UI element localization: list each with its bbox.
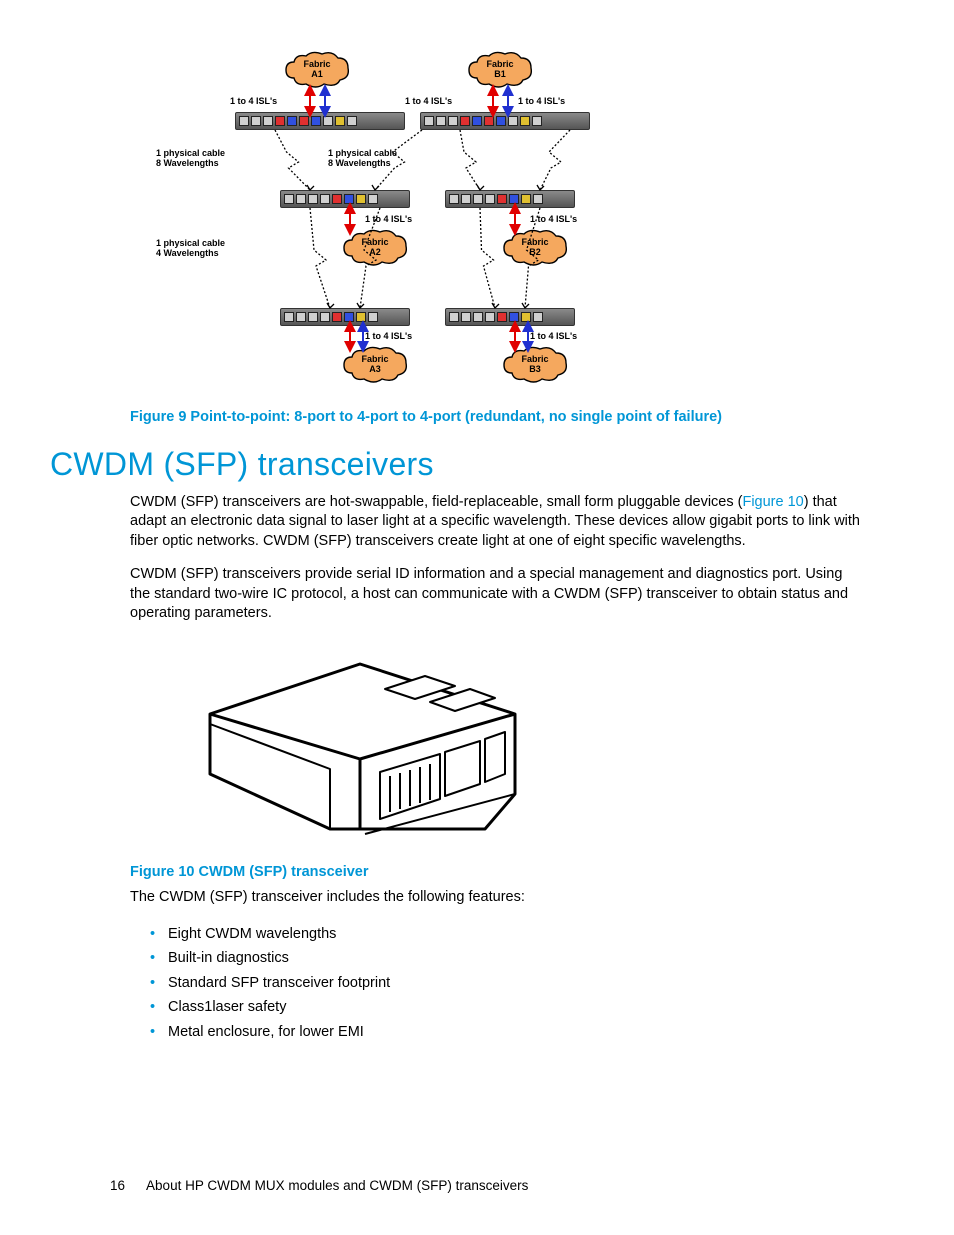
fabric-cloud: FabricA3 [340,345,410,385]
diagram-label: 1 to 4 ISL's [530,331,577,341]
list-item: Metal enclosure, for lower EMI [150,1020,864,1045]
figure10-illustration [185,654,545,854]
diagram-label: 1 physical cable8 Wavelengths [328,148,397,169]
fabric-cloud: FabricA1 [282,50,352,90]
page-number: 16 [110,1178,125,1193]
paragraph-2: CWDM (SFP) transceivers provide serial I… [130,565,864,624]
footer-title: About HP CWDM MUX modules and CWDM (SFP)… [146,1178,528,1193]
list-item: Eight CWDM wavelengths [150,922,864,947]
diagram-label: 1 to 4 ISL's [365,331,412,341]
diagram-label: 1 to 4 ISL's [230,96,277,106]
diagram-label: 1 physical cable4 Wavelengths [156,238,225,259]
switch-device [420,112,590,130]
list-item: Built-in diagnostics [150,946,864,971]
diagram-label: 1 physical cable8 Wavelengths [156,148,225,169]
switch-device [280,190,410,208]
figure10-caption: Figure 10 CWDM (SFP) transceiver [130,864,864,880]
switch-device [445,308,575,326]
list-item: Standard SFP transceiver footprint [150,971,864,996]
diagram-label: 1 to 4 ISL's [365,214,412,224]
fabric-cloud: FabricB3 [500,345,570,385]
diagram-label: 1 to 4 ISL's [518,96,565,106]
fabric-cloud: FabricB1 [465,50,535,90]
para1-text-a: CWDM (SFP) transceivers are hot-swappabl… [130,494,742,510]
page-footer: 16 About HP CWDM MUX modules and CWDM (S… [110,1178,528,1193]
diagram-label: 1 to 4 ISL's [405,96,452,106]
list-item: Class1laser safety [150,995,864,1020]
switch-device [445,190,575,208]
fabric-cloud: FabricB2 [500,228,570,268]
feature-list: Eight CWDM wavelengthsBuilt-in diagnosti… [150,922,864,1045]
features-intro: The CWDM (SFP) transceiver includes the … [130,888,864,908]
diagram-label: 1 to 4 ISL's [530,214,577,224]
switch-device [280,308,410,326]
figure9-caption: Figure 9 Point-to-point: 8-port to 4-por… [130,408,864,428]
paragraph-1: CWDM (SFP) transceivers are hot-swappabl… [130,493,864,552]
section-heading: CWDM (SFP) transceivers [50,446,864,483]
switch-device [235,112,405,130]
fabric-cloud: FabricA2 [340,228,410,268]
figure10-link[interactable]: Figure 10 [742,494,803,510]
figure9-diagram: FabricA1 FabricB1 FabricA2 FabricB2 Fabr… [180,50,660,390]
